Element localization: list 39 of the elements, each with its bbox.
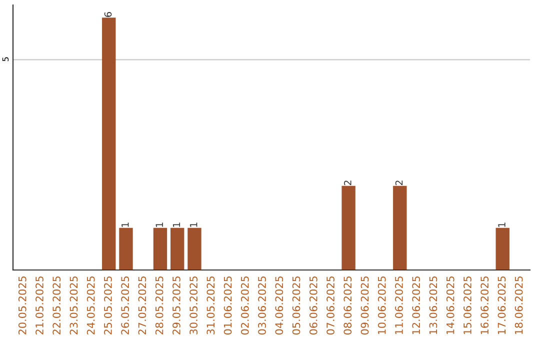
x-tick-label: 04.06.2025 <box>275 276 284 335</box>
x-tick-label: 20.05.2025 <box>18 276 26 334</box>
x-tick-label: 17.06.2025 <box>498 276 506 334</box>
data-label: 1 <box>190 222 198 227</box>
data-label: 1 <box>156 222 163 227</box>
x-tick-label: 27.05.2025 <box>138 276 146 334</box>
x-tick-label: 01.06.2025 <box>224 276 232 335</box>
x-tick-label: 25.05.2025 <box>104 276 112 334</box>
data-label: 1 <box>172 222 180 227</box>
data-label: 6 <box>104 12 112 17</box>
data-label: 2 <box>395 180 403 186</box>
x-tick-label: 31.05.2025 <box>206 276 215 334</box>
x-tick-label: 18.06.2025 <box>514 276 523 334</box>
x-tick-label: 08.06.2025 <box>344 276 352 335</box>
data-label: 1 <box>122 222 129 227</box>
x-tick-label: 13.06.2025 <box>429 276 438 334</box>
x-tick-label: 14.06.2025 <box>446 276 454 334</box>
y-tick-label: 5 <box>2 57 9 62</box>
data-label: 1 <box>498 222 506 227</box>
x-tick-label: 10.06.2025 <box>378 276 386 334</box>
x-tick-label: 11.06.2025 <box>395 276 403 334</box>
x-tick-label: 28.05.2025 <box>155 276 164 334</box>
x-tick-label: 23.05.2025 <box>70 276 78 334</box>
x-tick-label: 24.05.2025 <box>86 276 95 334</box>
x-tick-label: 29.05.2025 <box>172 276 180 334</box>
x-tick-label: 03.06.2025 <box>258 276 266 335</box>
x-tick-label: 12.06.2025 <box>412 276 420 334</box>
x-tick-label: 21.05.2025 <box>36 276 44 334</box>
data-label: 2 <box>344 180 352 186</box>
x-tick-label: 22.05.2025 <box>52 276 61 334</box>
x-tick-label: 16.06.2025 <box>480 276 489 334</box>
x-tick-label: 26.05.2025 <box>121 276 130 334</box>
x-tick-label: 07.06.2025 <box>326 276 334 335</box>
x-tick-label: 05.06.2025 <box>292 276 300 335</box>
x-tick-label: 09.06.2025 <box>360 276 369 335</box>
x-tick-label: 15.06.2025 <box>464 276 472 334</box>
x-tick-label: 06.06.2025 <box>309 276 318 335</box>
x-tick-label: 30.05.2025 <box>190 276 198 334</box>
x-tick-label: 02.06.2025 <box>240 276 249 335</box>
